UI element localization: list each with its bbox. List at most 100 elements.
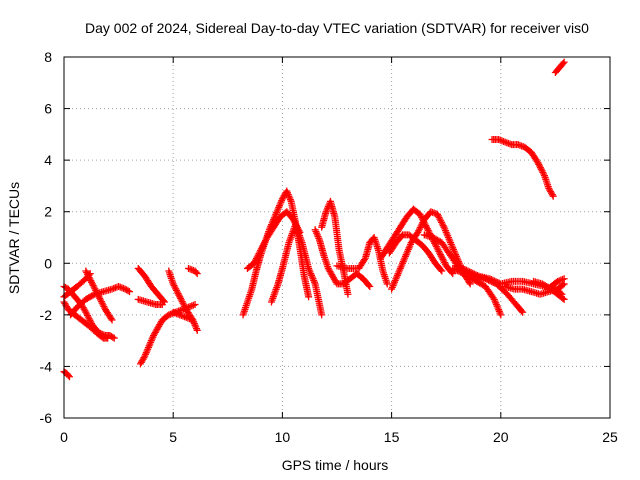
data-point-marker <box>259 242 267 250</box>
data-point-marker <box>453 262 461 270</box>
data-point-marker <box>417 222 425 230</box>
data-point-marker <box>109 333 117 341</box>
data-point-marker <box>416 224 424 232</box>
data-point-marker <box>99 301 107 309</box>
data-point-marker <box>456 263 464 271</box>
data-point-marker <box>366 282 374 290</box>
data-point-marker <box>414 228 422 236</box>
data-point-marker <box>438 254 446 262</box>
data-point-marker <box>86 275 94 283</box>
data-point-marker <box>175 291 183 299</box>
data-point-marker <box>418 220 426 228</box>
data-point-marker <box>260 240 268 248</box>
x-tick-label: 0 <box>60 429 68 445</box>
data-point-marker <box>539 168 547 176</box>
x-tick-label: 5 <box>169 429 177 445</box>
data-point-marker <box>432 243 440 251</box>
data-point-marker <box>124 287 132 295</box>
data-point-marker <box>254 251 262 259</box>
series-track-n <box>243 208 304 272</box>
y-tick-label: 6 <box>44 101 52 117</box>
data-point-marker <box>438 218 446 226</box>
data-point-marker <box>87 277 95 285</box>
data-point-marker <box>181 302 189 310</box>
data-point-marker <box>441 259 449 267</box>
data-point-marker <box>436 249 444 257</box>
data-point-marker <box>97 298 105 306</box>
data-point-marker <box>492 278 500 286</box>
x-tick-label: 10 <box>275 429 291 445</box>
data-point-marker <box>537 165 545 173</box>
data-point-marker <box>251 258 259 266</box>
data-point-marker <box>472 271 480 279</box>
data-point-marker <box>491 277 499 285</box>
data-point-marker <box>549 192 557 200</box>
data-point-marker <box>170 282 178 290</box>
data-point-marker <box>439 222 447 230</box>
series-track-ac <box>551 58 568 76</box>
data-point-marker <box>486 275 494 283</box>
data-tracks <box>60 58 568 381</box>
data-point-marker <box>494 278 502 286</box>
data-point-marker <box>436 251 444 259</box>
data-point-marker <box>433 244 441 252</box>
data-point-marker <box>487 275 495 283</box>
data-point-marker <box>177 296 185 304</box>
series-track-k <box>169 308 197 324</box>
data-point-marker <box>289 215 297 223</box>
data-point-marker <box>455 263 463 271</box>
data-point-marker <box>437 252 445 260</box>
data-point-marker <box>559 59 567 67</box>
data-point-marker <box>191 301 199 309</box>
data-point-marker <box>416 210 424 218</box>
data-point-marker <box>192 268 200 276</box>
data-point-marker <box>172 285 180 293</box>
data-point-marker <box>466 268 474 276</box>
data-point-marker <box>538 167 546 175</box>
data-point-marker <box>462 266 470 274</box>
data-point-marker <box>193 270 201 278</box>
y-tick-label: 0 <box>44 255 52 271</box>
data-point-marker <box>497 311 505 319</box>
data-point-marker <box>318 311 326 319</box>
y-tick-label: 4 <box>44 152 52 168</box>
data-point-marker <box>86 316 94 324</box>
data-point-marker <box>470 270 478 278</box>
data-point-marker <box>534 159 542 167</box>
series-track-aa <box>547 275 568 290</box>
data-point-marker <box>82 308 90 316</box>
data-point-marker <box>88 280 96 288</box>
data-point-marker <box>433 210 441 218</box>
data-point-marker <box>435 247 443 255</box>
data-point-marker <box>560 58 568 66</box>
series-track-f <box>82 267 116 324</box>
data-point-marker <box>140 354 148 362</box>
data-point-marker <box>172 286 180 294</box>
data-point-marker <box>261 237 269 245</box>
data-point-marker <box>171 283 179 291</box>
data-point-marker <box>178 298 186 306</box>
series-track-q <box>318 197 352 298</box>
x-tick-label: 25 <box>602 429 618 445</box>
data-point-marker <box>100 302 108 310</box>
data-point-marker <box>261 238 269 246</box>
data-point-marker <box>193 326 201 334</box>
data-point-marker <box>252 254 260 262</box>
y-tick-label: -4 <box>40 358 53 374</box>
chart-title: Day 002 of 2024, Sidereal Day-to-day VTE… <box>85 20 589 36</box>
data-point-marker <box>92 286 100 294</box>
data-point-marker <box>255 250 263 258</box>
x-axis-ticks: 0 5 10 15 20 25 <box>60 57 618 445</box>
data-point-marker <box>436 215 444 223</box>
data-point-marker <box>83 310 91 318</box>
data-point-marker <box>440 257 448 265</box>
data-point-marker <box>423 223 431 231</box>
data-point-marker <box>85 315 93 323</box>
data-point-marker <box>415 225 423 233</box>
data-point-marker <box>258 243 266 251</box>
data-point-marker <box>252 256 260 264</box>
data-point-marker <box>82 267 90 275</box>
data-point-marker <box>84 272 92 280</box>
data-point-marker <box>108 316 116 324</box>
data-point-marker <box>434 246 442 254</box>
